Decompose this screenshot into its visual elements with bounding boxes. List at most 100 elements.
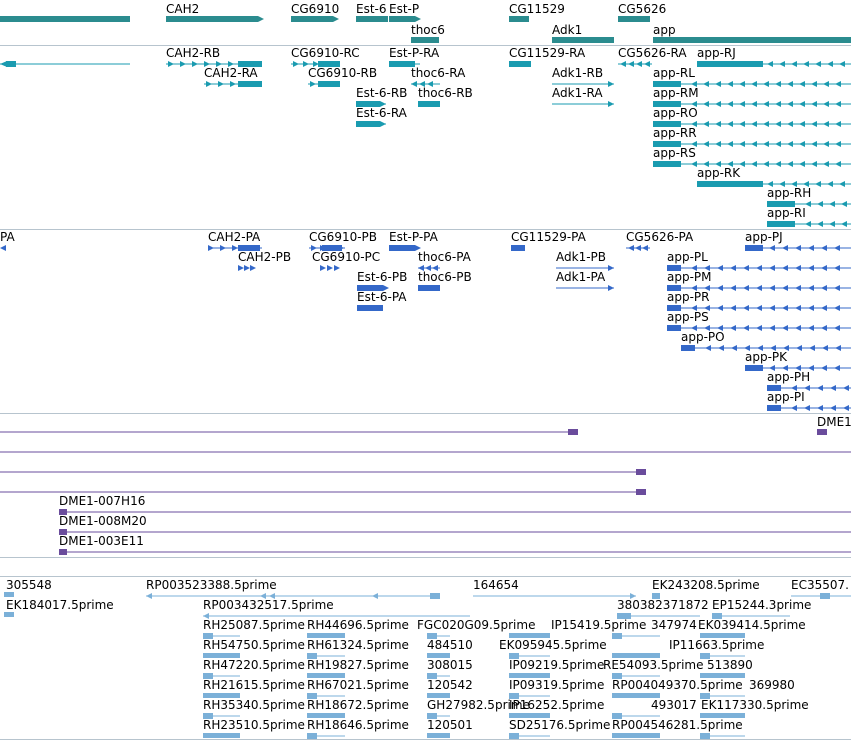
transcript-feature[interactable]	[206, 81, 212, 87]
transcript-feature[interactable]	[787, 161, 793, 167]
transcript-feature[interactable]	[739, 161, 745, 167]
protein-label[interactable]: app-PR	[667, 290, 710, 304]
est-label[interactable]: 369980	[749, 678, 795, 692]
protein-feature[interactable]	[808, 325, 814, 331]
transcript-feature[interactable]	[419, 81, 425, 87]
protein-feature[interactable]	[821, 245, 827, 251]
protein-feature[interactable]	[808, 365, 814, 371]
protein-feature[interactable]	[796, 345, 802, 351]
transcript-feature[interactable]	[787, 81, 793, 87]
transcript-feature[interactable]	[775, 81, 781, 87]
protein-label[interactable]: app-PM	[667, 270, 712, 284]
protein-feature[interactable]	[782, 325, 788, 331]
protein-feature[interactable]	[322, 245, 342, 251]
protein-feature[interactable]	[770, 345, 776, 351]
est-feature[interactable]	[307, 693, 317, 699]
gene-label[interactable]: Adk1	[552, 23, 583, 37]
protein-feature[interactable]	[804, 385, 810, 391]
protein-feature[interactable]	[745, 365, 763, 371]
transcript-label[interactable]: thoc6-RA	[411, 66, 466, 80]
transcript-feature[interactable]	[653, 81, 681, 87]
protein-feature[interactable]	[357, 285, 383, 291]
transcript-feature[interactable]	[303, 61, 309, 67]
est-label[interactable]: RH25087.5prime	[203, 618, 305, 632]
protein-feature[interactable]	[834, 305, 840, 311]
protein-feature[interactable]	[717, 285, 723, 291]
protein-feature[interactable]	[834, 265, 840, 271]
transcript-feature[interactable]	[823, 141, 829, 147]
protein-label[interactable]: app-PO	[681, 330, 725, 344]
transcript-feature[interactable]	[0, 61, 7, 67]
protein-label[interactable]: Adk1-PB	[556, 250, 606, 264]
gene-feature[interactable]	[415, 16, 421, 22]
protein-feature[interactable]	[667, 265, 681, 271]
protein-feature[interactable]	[745, 245, 763, 251]
transcript-feature[interactable]	[827, 61, 833, 67]
transcript-feature[interactable]	[653, 121, 681, 127]
est-label[interactable]: RH35340.5prime	[203, 698, 305, 712]
est-label[interactable]: RE54093.5prime	[603, 658, 704, 672]
protein-feature[interactable]	[817, 385, 823, 391]
transcript-feature[interactable]	[791, 181, 797, 187]
protein-feature[interactable]	[782, 365, 788, 371]
transcript-feature[interactable]	[787, 121, 793, 127]
est-feature[interactable]	[307, 653, 317, 659]
transcript-feature[interactable]	[703, 101, 709, 107]
transcript-feature[interactable]	[839, 61, 845, 67]
protein-feature[interactable]	[691, 265, 697, 271]
protein-feature[interactable]	[808, 245, 814, 251]
est-feature[interactable]	[203, 733, 240, 738]
protein-feature[interactable]	[731, 345, 737, 351]
protein-feature[interactable]	[795, 245, 801, 251]
clone-label[interactable]: DME1	[817, 415, 851, 429]
transcript-label[interactable]: CAH2-RB	[166, 46, 221, 60]
protein-label[interactable]: app-PS	[667, 310, 709, 324]
transcript-label[interactable]: app-RH	[767, 186, 812, 200]
est-feature[interactable]	[307, 673, 345, 678]
est-feature[interactable]	[427, 733, 450, 738]
transcript-label[interactable]: Est-6-RB	[356, 86, 408, 100]
transcript-feature[interactable]	[779, 61, 785, 67]
transcript-feature[interactable]	[691, 121, 697, 127]
transcript-feature[interactable]	[691, 161, 697, 167]
est-label[interactable]: EP15244.3prime	[712, 598, 812, 612]
transcript-feature[interactable]	[204, 61, 210, 67]
transcript-feature[interactable]	[691, 141, 697, 147]
protein-feature[interactable]	[717, 305, 723, 311]
transcript-feature[interactable]	[293, 61, 299, 67]
protein-feature[interactable]	[418, 265, 424, 271]
transcript-feature[interactable]	[811, 81, 817, 87]
transcript-feature[interactable]	[751, 81, 757, 87]
est-feature[interactable]	[612, 653, 660, 658]
est-feature[interactable]	[509, 733, 519, 739]
transcript-feature[interactable]	[799, 161, 805, 167]
protein-label[interactable]: CAH2-PA	[208, 230, 261, 244]
transcript-feature[interactable]	[823, 81, 829, 87]
transcript-label[interactable]: Adk1-RB	[552, 66, 604, 80]
protein-feature[interactable]	[730, 265, 736, 271]
protein-feature[interactable]	[608, 265, 614, 271]
protein-feature[interactable]	[817, 405, 823, 411]
transcript-label[interactable]: app-RL	[653, 66, 695, 80]
protein-feature[interactable]	[791, 385, 797, 391]
transcript-feature[interactable]	[815, 61, 821, 67]
transcript-feature[interactable]	[803, 181, 809, 187]
gene-feature[interactable]	[0, 16, 130, 22]
protein-feature[interactable]	[791, 405, 797, 411]
protein-feature[interactable]	[769, 265, 775, 271]
protein-feature[interactable]	[389, 245, 415, 251]
protein-feature[interactable]	[383, 285, 389, 291]
protein-feature[interactable]	[769, 245, 775, 251]
est-label[interactable]: EK095945.5prime	[499, 638, 607, 652]
transcript-feature[interactable]	[811, 121, 817, 127]
protein-feature[interactable]	[717, 265, 723, 271]
protein-feature[interactable]	[795, 265, 801, 271]
est-feature[interactable]	[203, 633, 213, 639]
transcript-feature[interactable]	[803, 61, 809, 67]
transcript-feature[interactable]	[653, 141, 681, 147]
gene-label[interactable]: Est-6	[356, 2, 387, 16]
protein-feature[interactable]	[756, 325, 762, 331]
est-feature[interactable]	[617, 613, 631, 619]
transcript-feature[interactable]	[739, 121, 745, 127]
est-label[interactable]: RH23510.5prime	[203, 718, 305, 732]
